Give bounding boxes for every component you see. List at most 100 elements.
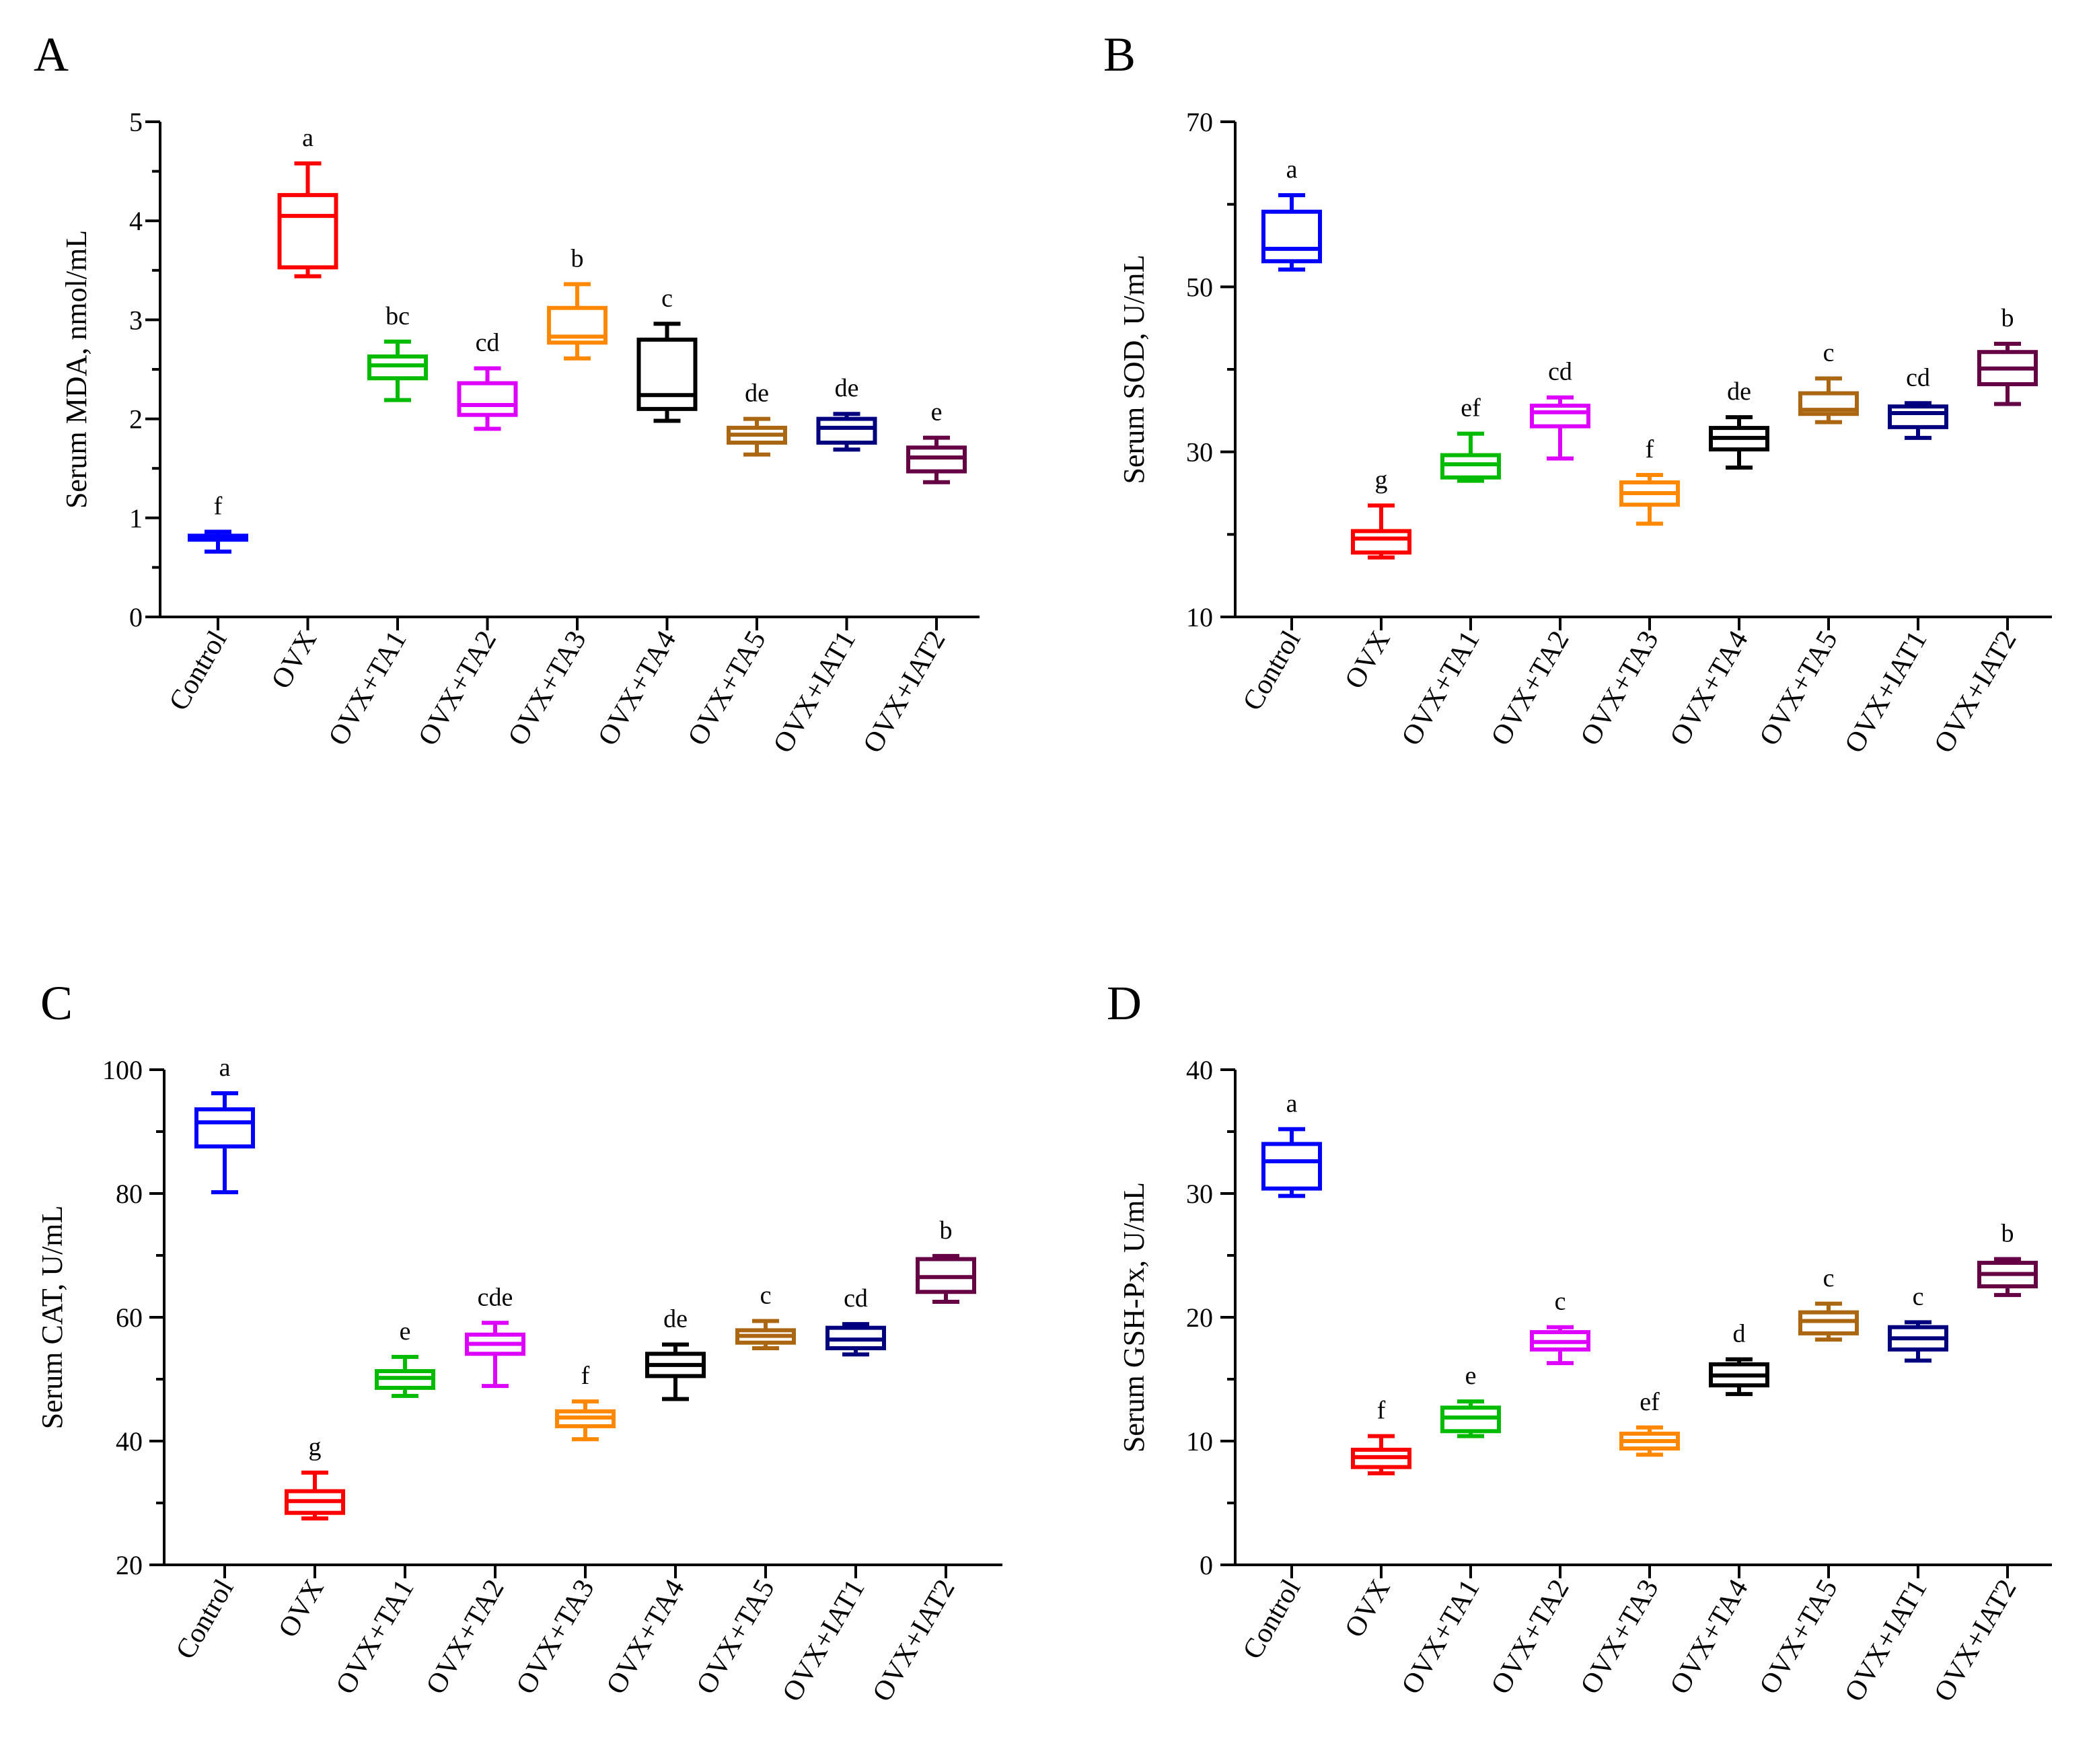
significance-letter: e xyxy=(400,1317,411,1346)
y-tick-label: 40 xyxy=(116,1426,143,1457)
panel-a: A 0 1 2 3 4 5 Serum MDA, nmol/mL Control f OVX a OVX… xyxy=(34,28,980,758)
y-tick-label: 40 xyxy=(1186,1055,1213,1085)
x-tick-label: OVX+TA5 xyxy=(1754,626,1844,751)
panel-label: C xyxy=(40,976,73,1030)
box-control: a xyxy=(1261,155,1322,272)
x-tick-label: OVX+TA4 xyxy=(601,1574,691,1699)
significance-letter: f xyxy=(1646,435,1654,464)
panel-label: D xyxy=(1107,976,1142,1030)
y-tick-label: 1 xyxy=(129,503,143,534)
x-tick-label: OVX+TA1 xyxy=(1396,626,1486,751)
box-ovx: g xyxy=(1351,466,1411,560)
significance-letter: de xyxy=(1727,377,1751,406)
box-ovx-iat1: de xyxy=(816,374,877,452)
y-tick-label: 100 xyxy=(102,1055,143,1085)
significance-letter: bc xyxy=(385,302,410,330)
significance-letter: cd xyxy=(1906,363,1930,392)
significance-letter: c xyxy=(661,284,673,312)
y-tick-label: 60 xyxy=(116,1302,143,1333)
significance-letter: c xyxy=(1823,338,1835,367)
significance-letter: ef xyxy=(1640,1388,1660,1416)
x-tick-label: OVX xyxy=(1339,626,1396,694)
box-ovx-ta5: c xyxy=(735,1282,796,1350)
y-tick-label: 50 xyxy=(1186,272,1213,302)
significance-letter: cd xyxy=(1548,358,1572,386)
box-ovx: a xyxy=(277,124,338,279)
iqr-box xyxy=(636,337,698,411)
significance-letter: ef xyxy=(1461,394,1481,422)
iqr-box xyxy=(1261,209,1322,264)
y-tick-label: 80 xyxy=(116,1179,143,1209)
box-ovx-ta5: c xyxy=(1798,1264,1859,1342)
box-ovx-ta4: c xyxy=(636,284,698,423)
box-ovx: f xyxy=(1351,1397,1411,1475)
x-tick-label: OVX+TA1 xyxy=(1396,1574,1486,1699)
panel-c: C 20 40 60 80 100 Serum CAT, U/mL Control a OVX g O… xyxy=(36,976,1002,1707)
x-tick-label: OVX+IAT2 xyxy=(867,1574,961,1707)
x-tick-label: OVX+TA1 xyxy=(323,626,413,751)
y-tick-label: 30 xyxy=(1186,1179,1213,1209)
panel-b: B 10 30 50 70 Serum SOD, U/mL Control a OVX g OVX+… xyxy=(1103,28,2052,758)
significance-letter: de xyxy=(835,374,859,402)
box-ovx-ta1: ef xyxy=(1440,394,1501,483)
x-tick-label: OVX+TA1 xyxy=(330,1574,420,1699)
box-ovx-iat2: b xyxy=(1977,1220,2038,1297)
box-ovx-ta1: bc xyxy=(367,302,428,402)
significance-letter: c xyxy=(1555,1288,1566,1316)
y-tick-label: 4 xyxy=(129,206,143,236)
x-tick-label: Control xyxy=(1237,626,1307,716)
x-tick-label: OVX+TA3 xyxy=(503,626,593,751)
x-tick-label: OVX+TA2 xyxy=(420,1574,511,1699)
y-tick-label: 0 xyxy=(129,602,143,632)
iqr-box xyxy=(277,192,338,270)
significance-letter: cd xyxy=(844,1284,868,1313)
significance-letter: d xyxy=(1733,1320,1746,1348)
box-ovx-ta1: e xyxy=(375,1317,435,1398)
x-tick-label: OVX+IAT1 xyxy=(768,626,862,758)
x-tick-label: OVX+TA4 xyxy=(1664,626,1755,751)
x-tick-label: OVX+IAT1 xyxy=(1839,1574,1933,1707)
box-ovx-ta3: b xyxy=(547,244,608,361)
y-axis-title: Serum CAT, U/mL xyxy=(36,1206,69,1430)
iqr-box xyxy=(194,1107,255,1149)
box-ovx-ta5: de xyxy=(727,379,787,457)
x-tick-label: OVX xyxy=(1339,1574,1396,1643)
x-tick-label: OVX+TA3 xyxy=(1575,626,1665,751)
significance-letter: de xyxy=(745,379,769,408)
box-ovx-ta2: cde xyxy=(465,1283,525,1389)
significance-letter: a xyxy=(219,1054,231,1082)
x-tick-label: Control xyxy=(170,1574,240,1664)
significance-letter: b xyxy=(571,244,584,272)
box-control: a xyxy=(194,1054,255,1195)
box-control: a xyxy=(1261,1089,1322,1198)
y-tick-label: 20 xyxy=(116,1550,143,1580)
box-control: f xyxy=(188,492,248,554)
panel-label: A xyxy=(34,28,69,81)
significance-letter: de xyxy=(663,1304,688,1333)
iqr-box xyxy=(1888,404,1948,429)
significance-letter: c xyxy=(1823,1264,1835,1292)
y-tick-label: 3 xyxy=(129,305,143,335)
significance-letter: c xyxy=(1913,1282,1924,1311)
significance-letter: f xyxy=(214,492,223,520)
y-tick-label: 30 xyxy=(1186,437,1213,468)
significance-letter: g xyxy=(309,1433,322,1461)
y-tick-label: 5 xyxy=(129,107,143,137)
box-ovx-iat2: b xyxy=(1977,304,2038,406)
iqr-box xyxy=(1261,1142,1322,1191)
x-tick-label: OVX+IAT1 xyxy=(776,1574,871,1707)
box-ovx-iat2: b xyxy=(916,1216,976,1304)
x-tick-label: OVX+IAT2 xyxy=(1928,626,2022,758)
x-tick-label: OVX+TA4 xyxy=(592,626,682,751)
significance-letter: cd xyxy=(476,329,500,357)
y-axis-title: Serum MDA, nmol/mL xyxy=(60,230,93,509)
y-tick-label: 70 xyxy=(1186,107,1213,137)
x-tick-label: OVX+TA3 xyxy=(1575,1574,1665,1699)
iqr-box xyxy=(1351,529,1411,555)
x-tick-label: OVX+TA3 xyxy=(511,1574,601,1699)
box-ovx-iat1: cd xyxy=(1888,363,1948,440)
x-tick-label: OVX+TA2 xyxy=(1485,626,1576,751)
significance-letter: e xyxy=(931,398,943,427)
y-tick-label: 10 xyxy=(1186,602,1213,632)
